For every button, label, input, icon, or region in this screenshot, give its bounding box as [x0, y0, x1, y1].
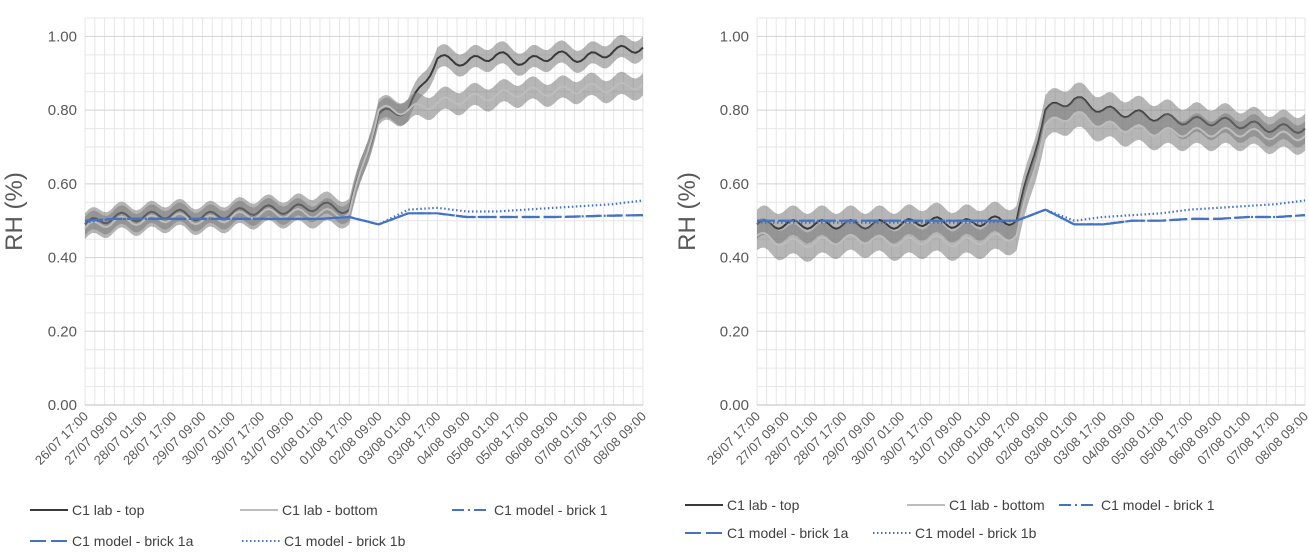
y-tick-label: 0.60 — [48, 176, 77, 193]
legend-label: C1 lab - bottom — [949, 497, 1045, 513]
series-group — [756, 82, 1306, 262]
y-tick-label: 1.00 — [48, 28, 77, 45]
y-tick-label: 0.40 — [48, 250, 77, 267]
series-line — [757, 208, 1306, 226]
series-line — [84, 44, 644, 226]
y-tick-label: 0.00 — [48, 397, 77, 414]
y-tick-label: 0.60 — [720, 176, 749, 193]
legend: C1 lab - top C1 lab - bottom C1 model - br… — [30, 502, 608, 549]
y-tick-label: 1.00 — [720, 28, 749, 45]
legend-label: C1 model - brick 1 — [1101, 497, 1215, 513]
y-tick-label: 0.20 — [720, 323, 749, 340]
series-line — [757, 199, 1306, 224]
y-tick-label: 0.20 — [48, 323, 77, 340]
legend-label: C1 model - brick 1a — [72, 533, 194, 549]
legend-label: C1 lab - top — [727, 497, 800, 513]
y-axis-title: RH (%) — [1, 172, 28, 251]
legend-label: C1 model - brick 1b — [915, 525, 1037, 541]
series-line — [756, 111, 1306, 249]
series-uncertainty-band — [85, 71, 643, 240]
y-tick-label: 0.80 — [48, 102, 77, 119]
y-tick-label: 0.00 — [720, 397, 749, 414]
legend-label: C1 lab - top — [72, 502, 145, 518]
y-axis-title: RH (%) — [674, 172, 701, 251]
series-uncertainty-band — [85, 34, 643, 236]
series-group — [84, 34, 644, 240]
legend-label: C1 lab - bottom — [282, 502, 378, 518]
legend-label: C1 model - brick 1a — [727, 525, 849, 541]
grid — [756, 17, 1306, 406]
y-tick-label: 0.40 — [720, 250, 749, 267]
legend-label: C1 model - brick 1b — [284, 533, 406, 549]
series-line — [84, 199, 644, 226]
legend-label: C1 model - brick 1 — [494, 502, 608, 518]
y-tick-label: 0.80 — [720, 102, 749, 119]
series-line — [84, 81, 644, 229]
legend: C1 lab - top C1 lab - bottom C1 model - br… — [685, 497, 1215, 541]
